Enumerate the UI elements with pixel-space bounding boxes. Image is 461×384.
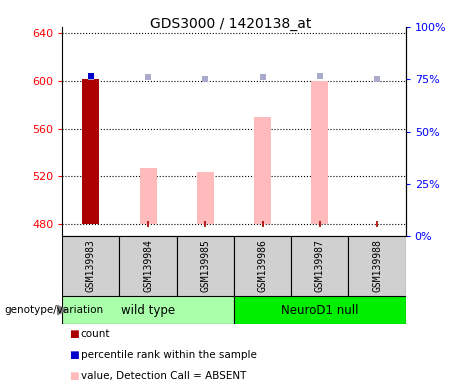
Text: NeuroD1 null: NeuroD1 null bbox=[281, 304, 359, 316]
Bar bbox=[62, 296, 234, 324]
Text: count: count bbox=[81, 329, 110, 339]
Bar bbox=[234, 236, 291, 296]
Text: GSM139988: GSM139988 bbox=[372, 240, 382, 292]
Text: GSM139984: GSM139984 bbox=[143, 240, 153, 292]
Bar bbox=[197, 172, 214, 224]
Text: GSM139983: GSM139983 bbox=[86, 240, 96, 292]
Text: GDS3000 / 1420138_at: GDS3000 / 1420138_at bbox=[150, 17, 311, 31]
Bar bbox=[82, 79, 100, 224]
Bar bbox=[311, 81, 328, 224]
Polygon shape bbox=[58, 306, 66, 315]
Text: GSM139987: GSM139987 bbox=[315, 240, 325, 292]
Text: ■: ■ bbox=[69, 329, 79, 339]
Bar bbox=[291, 236, 349, 296]
Bar bbox=[119, 236, 177, 296]
Text: percentile rank within the sample: percentile rank within the sample bbox=[81, 350, 257, 360]
Bar bbox=[177, 236, 234, 296]
Bar bbox=[254, 117, 271, 224]
Text: GSM139986: GSM139986 bbox=[258, 240, 267, 292]
Text: genotype/variation: genotype/variation bbox=[5, 305, 104, 315]
Text: GSM139985: GSM139985 bbox=[201, 240, 210, 292]
Text: value, Detection Call = ABSENT: value, Detection Call = ABSENT bbox=[81, 371, 246, 381]
Bar bbox=[234, 296, 406, 324]
Bar bbox=[140, 168, 157, 224]
Bar bbox=[62, 236, 119, 296]
Text: ■: ■ bbox=[69, 350, 79, 360]
Text: wild type: wild type bbox=[121, 304, 175, 316]
Text: ■: ■ bbox=[69, 371, 79, 381]
Bar bbox=[349, 236, 406, 296]
